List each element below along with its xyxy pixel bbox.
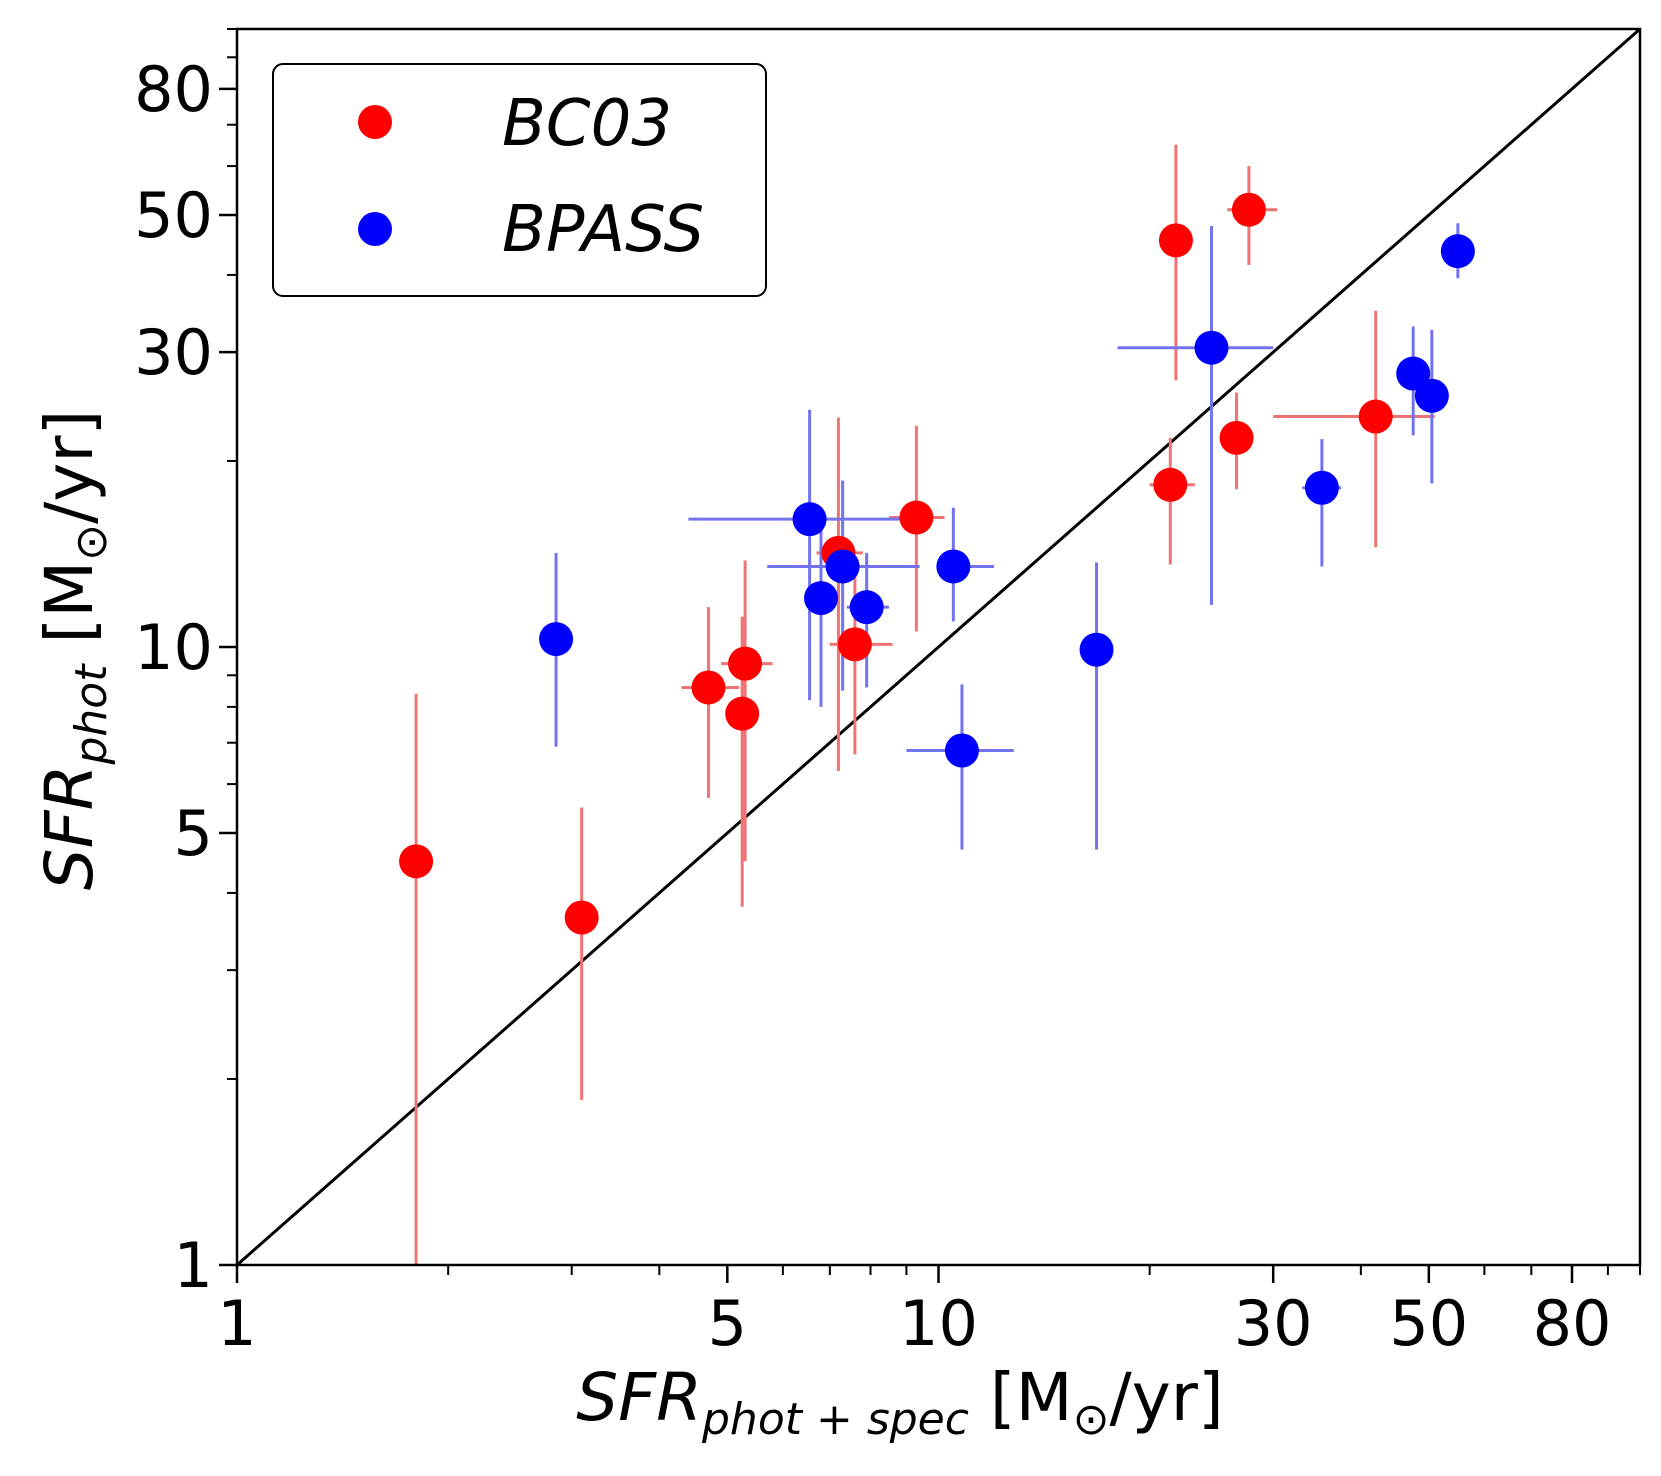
- data-point-bpass: [1396, 356, 1431, 391]
- tick-labels: 1 5 10 30 50 80 1 5 10 30 50 80: [134, 53, 1611, 1360]
- x-tick-label: 30: [1234, 1287, 1313, 1360]
- y-tick-label: 1: [174, 1229, 213, 1302]
- x-tick-label: 50: [1389, 1287, 1468, 1360]
- plot-frame: [235, 27, 1642, 1267]
- y-axis-label: SFRphot [M⊙/yr]: [31, 410, 117, 890]
- y-tick-label: 30: [134, 316, 213, 389]
- x-tick-label: 10: [899, 1287, 978, 1360]
- data-point-bpass: [936, 549, 971, 584]
- data-point-bc03: [725, 696, 760, 731]
- x-axis-label-unit-close: /yr]: [1110, 1359, 1224, 1436]
- data-point-bc03: [1231, 192, 1266, 227]
- data-points: [399, 192, 1475, 935]
- legend-box: [272, 63, 767, 297]
- x-axis-label-sub: phot + spec: [701, 1394, 969, 1445]
- y-axis-label-sun: ⊙: [66, 524, 117, 561]
- data-point-bpass: [1079, 632, 1114, 667]
- data-point-bpass: [849, 590, 884, 625]
- data-point-bpass: [1414, 378, 1449, 413]
- data-point-bc03: [1358, 399, 1393, 434]
- data-point-bc03: [1158, 223, 1193, 258]
- y-tick-label: 5: [174, 797, 213, 870]
- x-axis-label-sun: ⊙: [1073, 1394, 1110, 1445]
- data-point-bc03: [399, 844, 434, 879]
- x-axis-label-unit-open: [M: [969, 1359, 1073, 1436]
- y-axis-label-unit-close: /yr]: [31, 410, 108, 524]
- reference-line-1to1: [236, 27, 1641, 1267]
- x-tick-label: 1: [217, 1287, 256, 1360]
- data-point-bpass: [792, 502, 827, 537]
- x-tick-label: 80: [1533, 1287, 1612, 1360]
- x-axis-label-main: SFR: [576, 1359, 702, 1436]
- legend: BC03 BPASS: [272, 63, 767, 297]
- legend-label-bpass: BPASS: [502, 193, 704, 267]
- y-axis-label-sub: phot: [66, 663, 117, 766]
- reference-line-group: [236, 27, 1641, 1267]
- data-point-bpass: [804, 581, 839, 616]
- y-tick-label: 50: [134, 179, 213, 252]
- major-ticks: [219, 87, 1574, 1283]
- y-axis-label-main: SFR: [31, 765, 108, 891]
- data-point-bpass: [1440, 234, 1475, 269]
- x-axis-label: SFRphot + spec [M⊙/yr]: [576, 1359, 1223, 1445]
- data-point-bpass: [1304, 470, 1339, 505]
- data-point-bpass: [1194, 330, 1229, 365]
- data-point-bc03: [837, 627, 872, 662]
- y-tick-label: 80: [134, 53, 213, 126]
- data-point-bpass: [944, 733, 979, 768]
- x-tick-label: 5: [708, 1287, 747, 1360]
- y-axis-label-unit-open: [M: [31, 561, 108, 665]
- legend-marker-bc03: [358, 105, 392, 139]
- data-point-bc03: [899, 500, 934, 535]
- legend-marker-bpass: [358, 212, 392, 246]
- data-point-bc03: [1219, 420, 1254, 455]
- legend-label-bc03: BC03: [502, 87, 672, 161]
- y-tick-label: 10: [134, 611, 213, 684]
- data-point-bc03: [728, 646, 763, 681]
- data-point-bpass: [825, 549, 860, 584]
- data-point-bpass: [539, 622, 574, 657]
- minor-ticks: [227, 28, 1641, 1275]
- data-point-bc03: [691, 670, 726, 705]
- data-point-bc03: [564, 900, 599, 935]
- data-point-bc03: [1153, 467, 1188, 502]
